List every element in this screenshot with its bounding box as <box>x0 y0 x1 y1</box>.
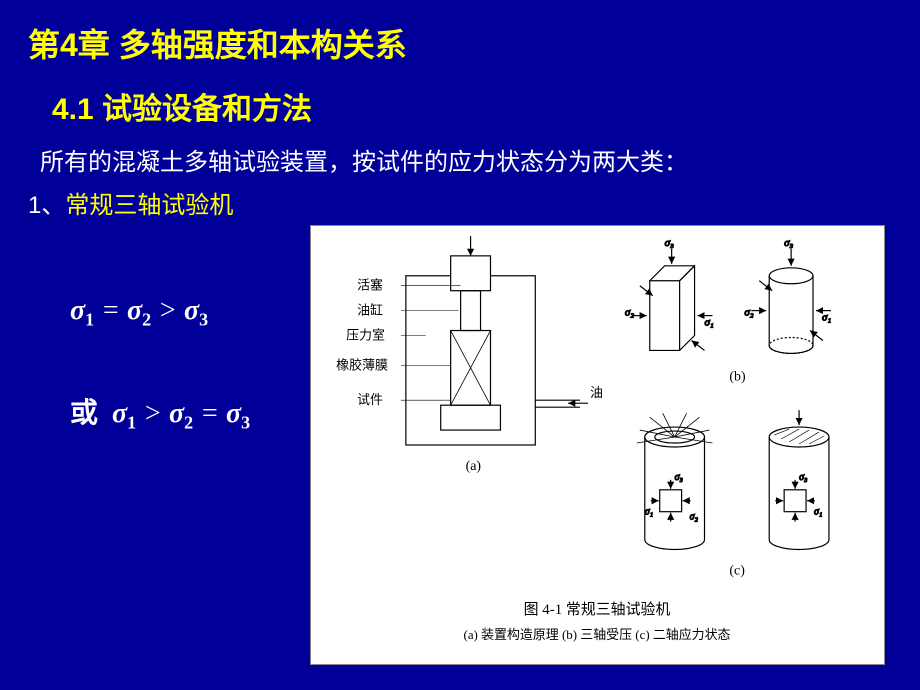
b-cyl-sigma1: σ₁ <box>822 312 831 324</box>
c-left-sigma3: σ₃ <box>675 472 684 483</box>
label-membrane: 橡胶薄膜 <box>336 357 388 372</box>
label-pressure-chamber: 压力室 <box>346 327 385 342</box>
subheading-text: 常规三轴试验机 <box>65 192 233 219</box>
formula-1: σ1 = σ2 > σ3 <box>70 295 300 331</box>
figure-caption-sub: (a) 装置构造原理 (b) 三轴受压 (c) 二轴应力状态 <box>464 627 731 642</box>
section-title: 4.1 试验设备和方法 <box>0 66 920 128</box>
formula-block: σ1 = σ2 > σ3 或 σ1 > σ2 = σ3 <box>70 295 300 493</box>
panel-c-label: (c) <box>729 563 745 578</box>
b-cyl-sigma3: σ₃ <box>784 237 793 249</box>
panel-c: σ₃ σ₂ σ₁ <box>637 410 829 549</box>
label-specimen-text: 试件 <box>357 392 383 407</box>
c-right-sigma3: σ₃ <box>799 472 808 483</box>
b-cyl-sigma2: σ₂ <box>744 307 753 319</box>
label-oil: 油 <box>590 385 603 400</box>
subheading-number: 1、 <box>28 192 65 219</box>
b-sigma3-top: σ₃ <box>665 237 674 249</box>
c-right-sigma1: σ₁ <box>814 507 822 518</box>
figure-box: 活塞 油缸 压力室 橡胶薄膜 试件 油 (a) σ₃ σ₂ σ₁ <box>310 225 885 665</box>
figure-caption-title: 图 4-1 常规三轴试验机 <box>524 601 671 618</box>
b-sigma2-left: σ₂ <box>625 307 634 319</box>
c-left-sigma2: σ₂ <box>690 512 699 523</box>
panel-a-label: (a) <box>466 459 482 474</box>
formula-2: 或 σ1 > σ2 = σ3 <box>70 391 300 434</box>
b-sigma1-right: σ₁ <box>705 317 714 329</box>
body-text: 所有的混凝土多轴试验装置，按试件的应力状态分为两大类： <box>0 128 920 177</box>
figure-svg: 活塞 油缸 压力室 橡胶薄膜 试件 油 (a) σ₃ σ₂ σ₁ <box>311 226 884 664</box>
label-cylinder: 油缸 <box>357 303 383 318</box>
panel-a <box>401 236 588 445</box>
c-left-sigma1: σ₁ <box>645 507 653 518</box>
chapter-title: 第4章 多轴强度和本构关系 <box>0 0 920 66</box>
panel-b-label: (b) <box>729 369 746 384</box>
label-piston: 活塞 <box>357 278 383 293</box>
subheading: 1、常规三轴试验机 <box>0 177 920 220</box>
panel-b: σ₃ σ₂ σ₁ σ₃ σ₂ σ₁ <box>625 237 831 354</box>
